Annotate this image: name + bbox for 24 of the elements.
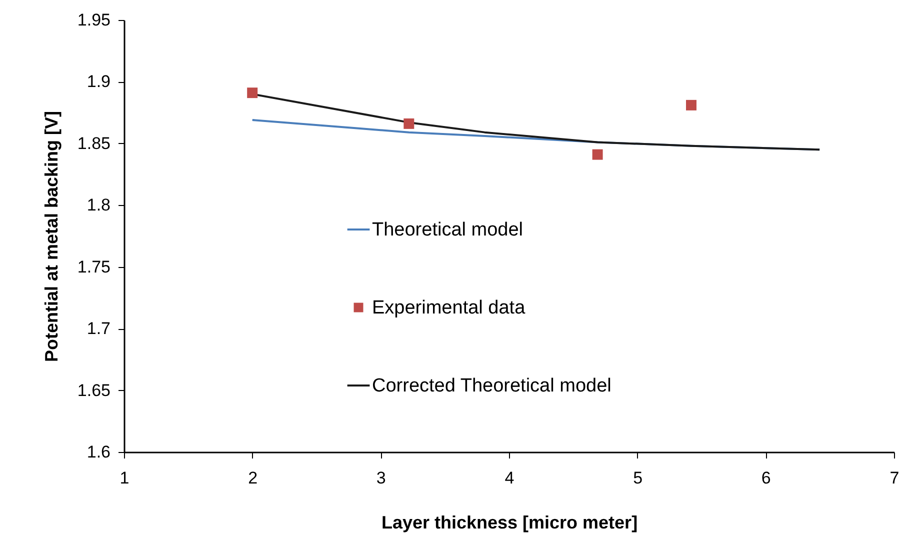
y-tick-label: 1.85: [77, 134, 110, 153]
y-tick-label: 1.65: [77, 380, 110, 400]
legend-label: Corrected Theoretical model: [372, 376, 612, 396]
x-tick-label: 1: [120, 468, 130, 488]
x-tick-label: 4: [504, 468, 514, 488]
y-tick-label: 1.7: [86, 319, 110, 338]
point: [247, 88, 258, 98]
x-tick-label: 3: [376, 468, 386, 488]
x-tick-label: 5: [633, 468, 643, 488]
y-tick-label: 1.75: [77, 257, 110, 276]
point: [686, 100, 696, 110]
y-tick-label: 1.6: [86, 442, 110, 462]
point: [404, 118, 414, 129]
x-tick-label: 7: [890, 468, 900, 488]
y-tick-label: 1.9: [86, 72, 110, 92]
x-tick-label: 6: [761, 468, 771, 488]
legend-label: Theoretical model: [372, 220, 524, 240]
y-axis-title: Potential at metal backing [V]: [41, 110, 62, 362]
x-tick-label: 2: [248, 468, 258, 488]
y-tick-label: 1.8: [86, 196, 110, 215]
legend-label: Experimental data: [372, 298, 526, 318]
y-tick-label: 1.95: [77, 10, 110, 30]
x-axis-title: Layer thickness [micro meter]: [381, 512, 638, 532]
point: [592, 149, 603, 160]
